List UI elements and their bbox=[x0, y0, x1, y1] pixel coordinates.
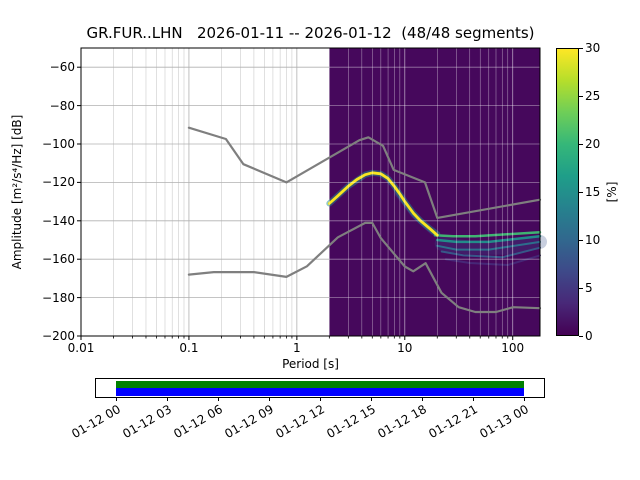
colorbar-tick-label: 15 bbox=[585, 185, 601, 199]
colorbar-tick bbox=[579, 287, 583, 289]
colorbar bbox=[556, 48, 579, 336]
colorbar-tick-label: 20 bbox=[585, 137, 601, 151]
timeline-data-coverage-bar bbox=[116, 388, 524, 396]
colorbar-tick bbox=[579, 95, 583, 97]
y-tick-label: −180 bbox=[42, 290, 75, 305]
y-tick-label: −160 bbox=[42, 252, 75, 267]
timeline-coverage-bar bbox=[95, 378, 545, 398]
y-tick-label: −200 bbox=[42, 329, 75, 343]
timeline-processed-segments-bar bbox=[116, 381, 524, 388]
timeline-tick bbox=[218, 398, 219, 401]
timeline-tick bbox=[524, 398, 525, 401]
y-tick-label: −60 bbox=[49, 60, 75, 75]
plot-title: GR.FUR..LHN 2026-01-11 -- 2026-01-12 (48… bbox=[86, 24, 535, 42]
timeline-tick bbox=[116, 398, 117, 401]
x-tick-label: 100 bbox=[501, 341, 525, 355]
y-tick-label: −80 bbox=[49, 98, 75, 113]
y-tick-label: −100 bbox=[42, 137, 75, 151]
colorbar-gradient bbox=[557, 49, 578, 335]
x-tick-label: 0.1 bbox=[179, 341, 199, 355]
timeline-tick bbox=[167, 398, 168, 401]
colorbar-tick-label: 0 bbox=[585, 329, 593, 343]
timeline-tick bbox=[371, 398, 372, 401]
colorbar-unit-label: [%] bbox=[605, 181, 619, 203]
colorbar-tick-label: 30 bbox=[585, 41, 601, 55]
colorbar-tick-label: 25 bbox=[585, 89, 601, 103]
y-tick-label: −140 bbox=[42, 213, 75, 228]
timeline-tick bbox=[320, 398, 321, 401]
colorbar-tick-label: 10 bbox=[585, 233, 601, 247]
colorbar-tick bbox=[579, 143, 583, 145]
timeline-tick bbox=[269, 398, 270, 401]
x-axis-label: Period [s] bbox=[282, 357, 339, 371]
colorbar-tick bbox=[579, 335, 583, 337]
x-tick-label: 1 bbox=[293, 341, 301, 355]
colorbar-tick bbox=[579, 47, 583, 49]
colorbar-tick-label: 5 bbox=[585, 281, 593, 295]
colorbar-tick bbox=[579, 191, 583, 193]
x-tick-label: 10 bbox=[397, 341, 413, 355]
y-axis-label: Amplitude [m²/s⁴/Hz] [dB] bbox=[10, 114, 24, 270]
colorbar-tick bbox=[579, 239, 583, 241]
y-tick-label: −120 bbox=[42, 175, 75, 190]
timeline-tick bbox=[473, 398, 474, 401]
x-tick-label: 0.01 bbox=[67, 341, 95, 355]
timeline-tick bbox=[422, 398, 423, 401]
